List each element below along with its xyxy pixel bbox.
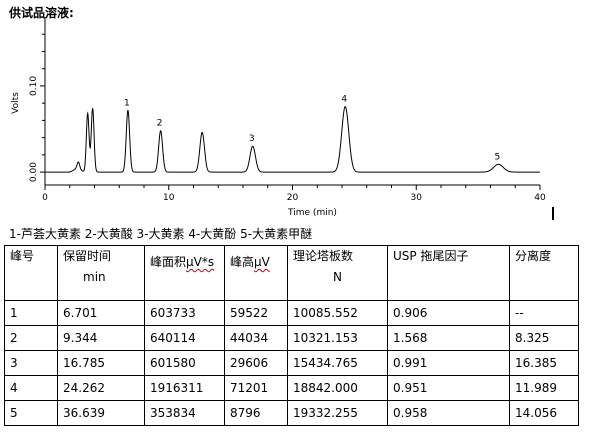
cell-plates: 10321.153 [287,325,388,351]
chromatogram-chart: 0 10 20 30 40 0.00 0.10 1 2 3 4 5 Time (min) Volts [11,17,554,220]
peak-labels: 1 2 3 4 5 [124,95,500,163]
table-row: 3 16.785 601580 29606 15434.765 0.991 16.385 [4,350,579,376]
peak-legend: 1-芦荟大黄素 2-大黄酸 3-大黄素 4-大黄酚 5-大黄素甲醚 [9,227,313,241]
cell-peak-height: 29606 [224,350,288,376]
table-row: 5 36.639 353834 8796 19332.255 0.958 14.056 [4,400,579,426]
cell-peak-height: 44034 [224,325,288,351]
cell-peak-area: 1916311 [144,375,225,401]
header-peak-no: 峰号 [4,245,58,301]
y-tick-label: 0.00 [29,162,39,182]
peak-label: 4 [341,95,347,105]
cell-plates: 15434.765 [287,350,388,376]
peak-label: 2 [157,119,163,129]
cell-peak-area: 601580 [144,350,225,376]
cell-resolution: 8.325 [509,325,579,351]
cell-plates: 19332.255 [287,400,388,426]
cell-tailing: 0.991 [387,350,510,376]
cell-peak-no: 3 [4,350,58,376]
cell-resolution: 16.385 [509,350,579,376]
chart-ticks: 0 10 20 30 40 0.00 0.10 [29,33,546,203]
header-retention-time: 保留时间 min [57,245,145,301]
cell-resolution: -- [509,300,579,326]
x-tick-label: 10 [163,193,175,203]
header-peak-area: 峰面积μV*s [144,245,225,301]
x-tick-label: 20 [287,193,299,203]
chart-axes [44,17,540,186]
cell-plates: 18842.000 [287,375,388,401]
cell-peak-no: 1 [4,300,58,326]
cell-peak-area: 603733 [144,300,225,326]
cell-peak-height: 59522 [224,300,288,326]
x-tick-label: 30 [411,193,423,203]
cell-peak-height: 8796 [224,400,288,426]
y-tick-label: 0.10 [29,76,39,96]
peak-label: 5 [495,152,501,162]
cell-peak-no: 2 [4,325,58,351]
x-tick-label: 40 [534,193,546,203]
chromatogram-trace [45,106,540,173]
cell-retention-time: 9.344 [57,325,145,351]
header-resolution: 分离度 [509,245,579,301]
cell-retention-time: 16.785 [57,350,145,376]
results-table: 峰号 保留时间 min 峰面积μV*s 峰高μV 理论塔板数 N USP 拖尾因子 … [4,245,579,426]
cell-resolution: 11.989 [509,375,579,401]
cell-retention-time: 36.639 [57,400,145,426]
cell-peak-no: 5 [4,400,58,426]
cell-peak-area: 353834 [144,400,225,426]
header-peak-height: 峰高μV [224,245,288,301]
cell-resolution: 14.056 [509,400,579,426]
x-tick-label: 0 [42,193,48,203]
peak-label: 3 [249,134,255,144]
x-axis-label: Time (min) [287,208,337,218]
header-plates: 理论塔板数 N [287,245,388,301]
table-row: 4 24.262 1916311 71201 18842.000 0.951 11.989 [4,375,579,401]
cell-tailing: 1.568 [387,325,510,351]
cell-retention-time: 24.262 [57,375,145,401]
table-header-row: 峰号 保留时间 min 峰面积μV*s 峰高μV 理论塔板数 N USP 拖尾因子 … [4,245,579,301]
cell-peak-height: 71201 [224,375,288,401]
peak-label: 1 [124,98,130,108]
page-title: 供试品溶液: [9,6,74,20]
table-row: 2 9.344 640114 44034 10321.153 1.568 8.325 [4,325,579,351]
cell-peak-area: 640114 [144,325,225,351]
cell-tailing: 0.906 [387,300,510,326]
cell-peak-no: 4 [4,375,58,401]
cell-plates: 10085.552 [287,300,388,326]
header-tailing: USP 拖尾因子 [387,245,510,301]
cell-retention-time: 6.701 [57,300,145,326]
cell-tailing: 0.951 [387,375,510,401]
y-axis-label: Volts [11,92,21,114]
table-row: 1 6.701 603733 59522 10085.552 0.906 -- [4,300,579,326]
cell-tailing: 0.958 [387,400,510,426]
